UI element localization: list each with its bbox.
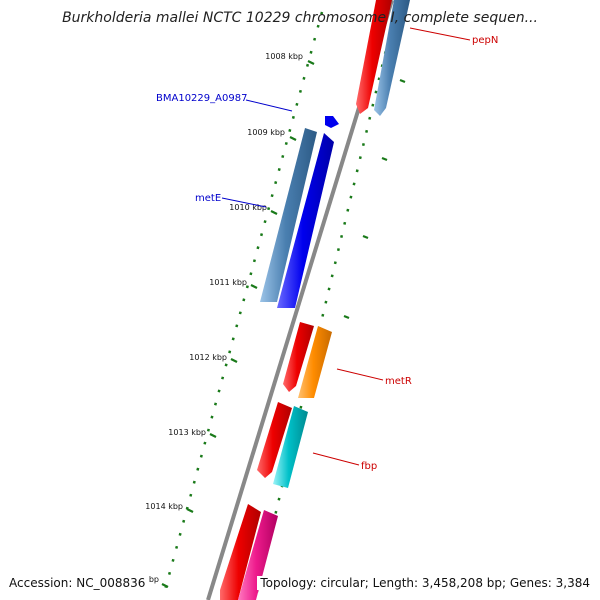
gene-red-1013[interactable] — [257, 402, 292, 478]
gene-BMA10229-A0987[interactable] — [325, 116, 339, 128]
tick-label-1014: 1014 kbp — [145, 502, 183, 511]
tick-label-1009: 1009 kbp — [247, 128, 285, 137]
accession-text: Accession: NC_008836 — [9, 576, 148, 590]
leader-pepN — [409, 27, 471, 41]
tick-mark-1008 — [307, 60, 315, 65]
gene-label-fbp[interactable]: fbp — [361, 461, 377, 472]
outer-tick-marks — [343, 78, 406, 320]
gene-label-metE[interactable]: metE — [195, 193, 221, 204]
tick-mark-1014 — [186, 508, 194, 513]
tick-label-1012: 1012 kbp — [189, 353, 227, 362]
tick-mark-1011 — [250, 284, 258, 289]
gene-metE-blue[interactable] — [277, 133, 334, 308]
tick-label-partial: bp — [149, 575, 159, 584]
tick-label-1008: 1008 kbp — [265, 52, 303, 61]
map-title: Burkholderia mallei NCTC 10229 chromosom… — [62, 10, 538, 26]
leader-fbp — [312, 452, 360, 466]
tick-mark-partial — [161, 583, 169, 588]
gene-label-pepN[interactable]: pepN — [472, 35, 498, 46]
gene-pepN-outer[interactable] — [374, 0, 410, 116]
leader-BMA10229-A0987 — [245, 99, 293, 112]
tick-mark-1013 — [209, 433, 217, 438]
leader-metE — [221, 197, 267, 208]
gene-label-metR[interactable]: metR — [385, 376, 412, 387]
topology-text: Topology: circular; Length: 3,458,208 bp… — [257, 576, 590, 590]
gene-pink-bottom[interactable] — [238, 510, 278, 600]
gene-fbp[interactable] — [273, 406, 308, 488]
tick-mark-1012 — [230, 358, 238, 363]
tick-label-1011: 1011 kbp — [209, 278, 247, 287]
tick-mark-1009 — [289, 136, 297, 141]
gene-label-BMA10229-A0987[interactable]: BMA10229_A0987 — [156, 93, 247, 104]
gene-metE-steelblue[interactable] — [260, 128, 317, 302]
tick-label-1010: 1010 kbp — [229, 203, 267, 212]
outer-dotted-track — [253, 11, 397, 600]
leader-metR — [336, 368, 384, 381]
tick-label-1013: 1013 kbp — [168, 428, 206, 437]
gene-pepN-inner[interactable] — [356, 0, 392, 114]
gene-red-1012[interactable] — [283, 322, 314, 392]
inner-dotted-track — [163, 11, 324, 591]
tick-mark-1010 — [270, 210, 278, 215]
gene-metR[interactable] — [298, 326, 332, 398]
gene-red-bottom[interactable] — [220, 504, 261, 600]
